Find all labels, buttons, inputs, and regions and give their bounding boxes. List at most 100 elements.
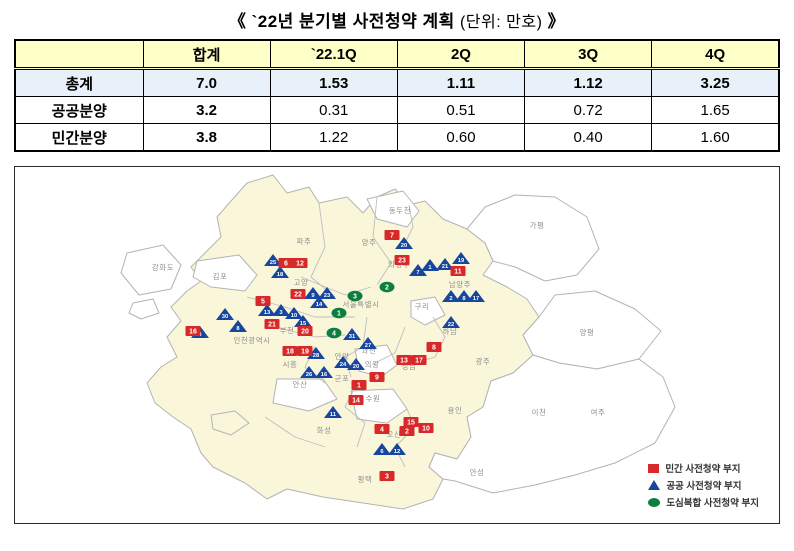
- public-site-marker: 6: [373, 443, 391, 455]
- svg-text:24: 24: [340, 362, 347, 368]
- region-label: 평택: [358, 475, 373, 484]
- region-label: 강화도: [152, 263, 174, 272]
- public-site-marker: 31: [343, 328, 361, 340]
- public-site-marker: 30: [216, 308, 234, 320]
- cell-private-q1: 1.22: [269, 123, 398, 152]
- region-label: 김포: [213, 272, 228, 281]
- svg-text:13: 13: [264, 310, 271, 316]
- table-row-private: 민간분양 3.8 1.22 0.60 0.40 1.60: [14, 123, 780, 152]
- private-site-marker: 8: [426, 342, 442, 352]
- public-site-marker: 12: [388, 443, 406, 455]
- svg-text:22: 22: [294, 292, 302, 299]
- title-bracket-right: 》: [547, 12, 566, 31]
- region-label: 하남: [443, 327, 458, 336]
- public-site-marker: 3: [272, 304, 290, 316]
- public-site-marker: 20: [347, 358, 365, 370]
- region-label: 안성: [470, 468, 485, 477]
- svg-text:2: 2: [449, 296, 452, 302]
- public-site-marker: 25: [264, 254, 282, 266]
- cell-private-q2: 0.60: [396, 123, 526, 152]
- public-site-marker: 18: [271, 266, 289, 278]
- svg-text:7: 7: [416, 270, 419, 276]
- cell-public-sum: 3.2: [142, 96, 271, 124]
- region-label: 오산: [387, 430, 402, 439]
- private-site-marker: 3: [379, 471, 395, 481]
- svg-text:18: 18: [277, 272, 284, 278]
- public-site-marker: 17: [467, 290, 485, 302]
- cell-private-q3: 0.40: [524, 123, 653, 152]
- svg-text:27: 27: [365, 343, 371, 349]
- legend-item-urban: 도심복합 사전청약 부지: [648, 495, 759, 509]
- svg-text:2: 2: [405, 429, 409, 436]
- svg-text:25: 25: [270, 260, 277, 266]
- svg-text:14: 14: [352, 398, 360, 405]
- title-unit: (단위: 만호): [459, 14, 543, 31]
- svg-text:2: 2: [385, 285, 389, 292]
- private-site-marker: 19: [297, 346, 313, 356]
- region-label: 수원: [366, 394, 381, 403]
- svg-text:10: 10: [422, 426, 430, 433]
- region-label: 용인: [448, 406, 463, 415]
- header-q1: `22.1Q: [269, 39, 398, 70]
- public-site-marker: 9: [304, 287, 322, 299]
- cell-public-q1: 0.31: [269, 96, 398, 124]
- svg-text:15: 15: [407, 420, 415, 427]
- svg-text:10: 10: [291, 313, 297, 319]
- private-site-marker: 18: [282, 346, 298, 356]
- svg-text:19: 19: [301, 349, 309, 356]
- private-site-marker: 10: [418, 423, 434, 433]
- region-label: 인천광역시: [234, 336, 271, 345]
- svg-text:1: 1: [428, 265, 432, 271]
- svg-text:8: 8: [236, 326, 240, 332]
- site-markers: 3214201912172518281792314133101530842231…: [185, 230, 485, 481]
- map-legend: 민간 사전청약 부지 공공 사전청약 부지 도심복합 사전청약 부지: [648, 461, 759, 509]
- row-label-private: 민간분양: [14, 123, 144, 152]
- region-label: 가평: [530, 221, 545, 230]
- svg-text:18: 18: [286, 349, 294, 356]
- private-site-marker: 2: [399, 426, 415, 436]
- svg-text:23: 23: [398, 258, 406, 265]
- urban-site-marker: 1: [331, 307, 347, 319]
- urban-site-marker: 4: [326, 327, 342, 339]
- svg-text:26: 26: [306, 372, 313, 378]
- public-site-marker: 8: [229, 320, 247, 332]
- svg-text:8: 8: [462, 296, 466, 302]
- private-site-marker: 5: [255, 296, 271, 306]
- legend-label-public: 공공 사전청약 부지: [666, 481, 742, 492]
- svg-text:11: 11: [330, 412, 337, 418]
- region-label: 의왕: [365, 360, 380, 369]
- table-header-row: 합계 `22.1Q 2Q 3Q 4Q: [14, 39, 780, 70]
- public-site-marker: 8: [455, 290, 473, 302]
- region-label: 양주: [362, 238, 377, 247]
- svg-text:28: 28: [313, 353, 320, 359]
- row-label-public: 공공분양: [14, 96, 144, 124]
- public-site-marker: 21: [436, 258, 454, 270]
- region-label: 남양주: [449, 280, 471, 289]
- region-label: 양평: [580, 328, 595, 337]
- region-label: 부천: [280, 326, 295, 335]
- private-site-marker: 12: [292, 258, 308, 268]
- header-empty: [14, 39, 144, 70]
- header-q4: 4Q: [651, 39, 780, 70]
- region-label: 파주: [297, 237, 312, 246]
- svg-text:22: 22: [448, 322, 454, 328]
- title-bracket-left: 《: [228, 12, 247, 31]
- region-label: 시흥: [283, 360, 298, 369]
- header-q3: 3Q: [524, 39, 653, 70]
- svg-text:21: 21: [442, 264, 449, 270]
- public-site-marker: 16: [315, 366, 333, 378]
- svg-text:12: 12: [296, 261, 304, 268]
- svg-text:3: 3: [385, 474, 389, 481]
- svg-text:1: 1: [357, 383, 361, 390]
- legend-label-urban: 도심복합 사전청약 부지: [666, 498, 759, 509]
- table-row-public: 공공분양 3.2 0.31 0.51 0.72 1.65: [14, 96, 780, 124]
- cell-private-q4: 1.60: [651, 123, 780, 152]
- svg-text:3: 3: [279, 310, 283, 316]
- svg-text:20: 20: [301, 329, 309, 336]
- svg-text:9: 9: [375, 375, 379, 382]
- svg-text:16: 16: [189, 329, 197, 336]
- public-site-marker: 7: [409, 264, 427, 276]
- urban-site-marker: 3: [347, 290, 363, 302]
- region-label: 여주: [591, 408, 606, 417]
- private-site-marker: 1: [351, 380, 367, 390]
